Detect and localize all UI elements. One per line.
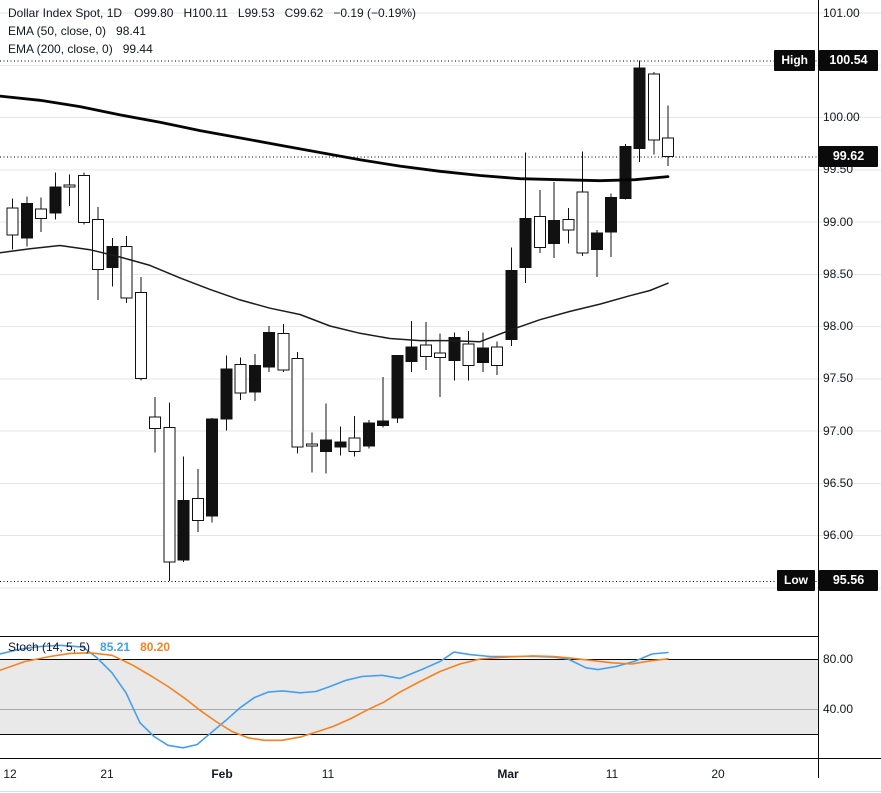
ema200-legend[interactable]: EMA (200, close, 0) 99.44 xyxy=(8,41,153,57)
stoch-tick-label: 80.00 xyxy=(823,652,854,666)
candle xyxy=(562,218,575,231)
low-price-badge: 95.56 xyxy=(819,570,878,591)
last-price-badge: 99.62 xyxy=(819,146,878,167)
candle xyxy=(476,347,489,363)
time-tick-label: Feb xyxy=(211,767,233,781)
candle xyxy=(320,439,332,452)
candle xyxy=(334,441,347,448)
price-tick-label: 97.00 xyxy=(823,424,854,438)
candle xyxy=(234,364,247,394)
stoch-d-value: 80.20 xyxy=(140,640,171,654)
candle xyxy=(647,73,660,141)
price-tick-label: 101.00 xyxy=(823,6,860,20)
candle xyxy=(163,426,176,563)
candle xyxy=(149,416,161,429)
stoch-label: Stoch (14, 5, 5) xyxy=(8,640,91,654)
ohlc-low: L99.53 xyxy=(237,6,275,20)
candle xyxy=(377,420,389,426)
candle xyxy=(491,346,503,367)
candle xyxy=(20,203,33,239)
ema200-label: EMA (200, close, 0) xyxy=(8,42,113,56)
candle xyxy=(6,207,19,236)
ema50-label: EMA (50, close, 0) xyxy=(8,24,107,38)
candle xyxy=(120,246,133,299)
candle xyxy=(419,344,432,357)
candle xyxy=(605,197,617,233)
candle xyxy=(206,418,218,517)
price-tick-label: 99.00 xyxy=(823,215,854,229)
candle xyxy=(305,443,318,447)
low-marker-label: Low xyxy=(777,570,815,591)
symbol-legend[interactable]: Dollar Index Spot, 1D O99.80 H100.11 L99.53… xyxy=(8,5,426,21)
candle xyxy=(405,346,418,362)
candle xyxy=(662,137,674,158)
candle xyxy=(49,186,62,214)
candle xyxy=(590,232,603,251)
ohlc-close: C99.62 xyxy=(284,6,324,20)
time-tick-label: 12 xyxy=(3,767,17,781)
candle xyxy=(633,67,646,149)
candle xyxy=(35,208,47,219)
candle xyxy=(505,270,518,341)
high-marker-label: High xyxy=(774,50,815,71)
price-tick-label: 97.50 xyxy=(823,371,854,385)
candle xyxy=(191,497,204,521)
candle xyxy=(63,184,76,188)
time-tick-label: 21 xyxy=(100,767,114,781)
candle xyxy=(462,343,475,367)
ema50-value: 98.41 xyxy=(116,24,147,38)
candle xyxy=(448,337,461,361)
candle xyxy=(291,357,304,448)
price-tick-label: 100.00 xyxy=(823,110,860,124)
price-tick-label: 96.50 xyxy=(823,476,854,490)
candle xyxy=(277,332,290,371)
ohlc-open: O99.80 xyxy=(134,6,174,20)
stoch-k-value: 85.21 xyxy=(100,640,131,654)
candle xyxy=(348,437,361,452)
candle xyxy=(391,354,404,419)
candle xyxy=(77,175,90,223)
candle xyxy=(619,145,632,200)
time-tick-label: 11 xyxy=(605,767,619,781)
high-price-badge: 100.54 xyxy=(819,50,878,71)
ohlc-high: H100.11 xyxy=(183,6,228,20)
candle xyxy=(576,191,589,254)
candle xyxy=(434,352,446,358)
candle xyxy=(134,292,147,379)
price-tick-label: 98.00 xyxy=(823,319,854,333)
time-tick-label: 11 xyxy=(321,767,335,781)
stoch-tick-label: 40.00 xyxy=(823,702,854,716)
symbol-title[interactable]: Dollar Index Spot, 1D xyxy=(8,6,123,20)
candle xyxy=(92,218,104,271)
price-tick-label: 98.50 xyxy=(823,267,854,281)
time-tick-label: Mar xyxy=(497,767,519,781)
candle xyxy=(177,500,190,561)
candle xyxy=(220,368,233,420)
ema200-value: 99.44 xyxy=(122,42,153,56)
candle xyxy=(106,246,119,269)
candle xyxy=(519,217,532,268)
candle xyxy=(263,331,275,368)
ema50-legend[interactable]: EMA (50, close, 0) 98.41 xyxy=(8,23,146,39)
candle xyxy=(362,422,375,447)
time-tick-label: 20 xyxy=(711,767,725,781)
price-tick-label: 96.00 xyxy=(823,528,854,542)
candle xyxy=(533,215,546,249)
stoch-legend[interactable]: Stoch (14, 5, 5) 85.21 80.20 xyxy=(8,639,170,655)
candle xyxy=(548,220,560,244)
ohlc-change: −0.19 (−0.19%) xyxy=(333,6,417,20)
candle xyxy=(248,365,261,393)
